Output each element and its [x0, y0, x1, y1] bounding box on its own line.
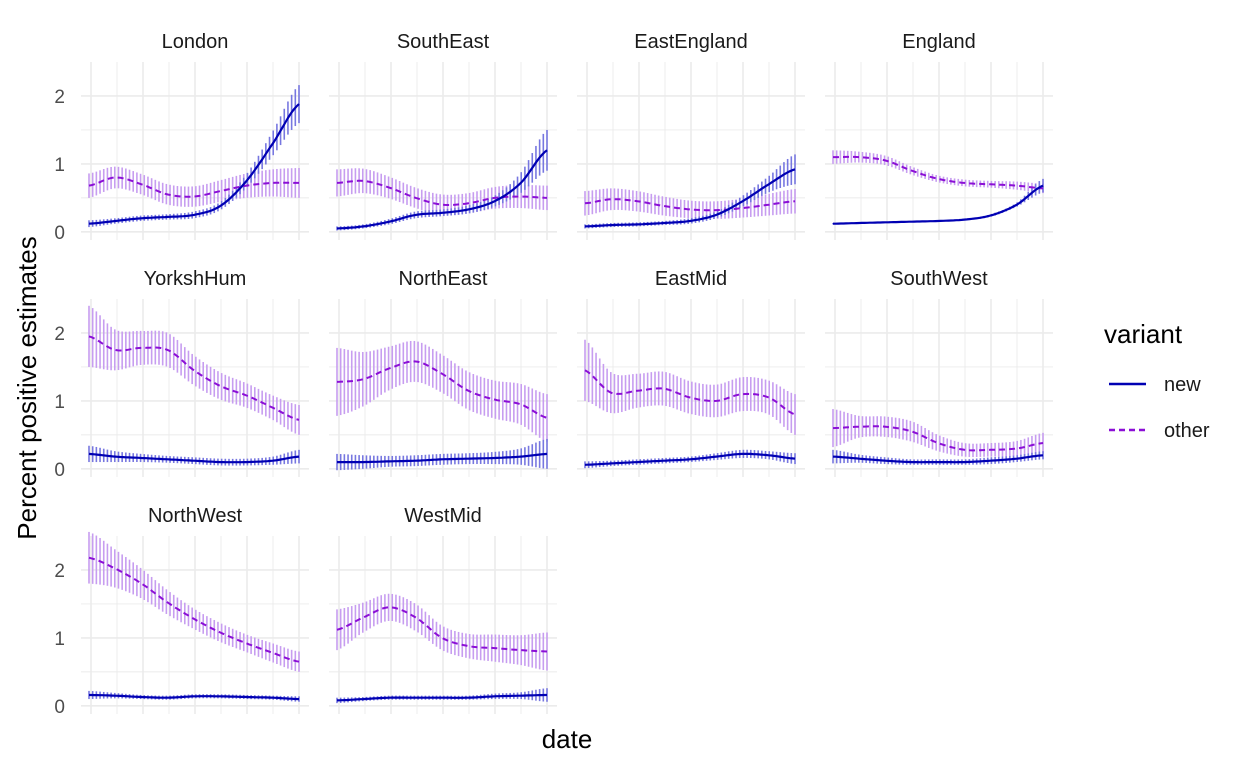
panel-title: EastMid — [655, 268, 727, 290]
y-tick-label: 2 — [54, 324, 65, 345]
panel-title: NorthWest — [148, 505, 243, 527]
panel-London: London 0 1 2 — [54, 31, 309, 244]
series-line-new — [337, 452, 548, 464]
y-tick-label: 2 — [54, 87, 65, 108]
series-line-new — [833, 184, 1044, 225]
panel-title: YorkshHum — [144, 268, 247, 290]
panel-title: SouthEast — [397, 31, 490, 53]
series-line-new — [832, 454, 1044, 464]
y-tick-label: 1 — [54, 629, 65, 650]
panel-SouthEast: SouthEast — [329, 31, 557, 240]
new-error-bars — [584, 154, 796, 229]
other-error-bars — [584, 339, 796, 435]
panel-NorthWest: NorthWest 0 1 2 — [54, 505, 309, 718]
panel-title: SouthWest — [890, 268, 988, 290]
y-tick-label: 0 — [54, 223, 65, 244]
series-line-new — [88, 103, 300, 225]
series-line-other — [88, 335, 300, 421]
panel-SouthWest: SouthWest — [825, 268, 1053, 477]
series-line-new — [336, 149, 548, 230]
series-line-new — [584, 168, 796, 228]
panel-NorthEast: NorthEast — [329, 268, 557, 477]
series-line-other — [584, 198, 796, 212]
panel-title: NorthEast — [399, 268, 488, 290]
y-tick-label: 2 — [54, 561, 65, 582]
y-axis-title: Percent positive estimates — [12, 236, 42, 539]
panel-EastEngland: EastEngland — [577, 31, 805, 240]
panel-WestMid: WestMid — [329, 505, 557, 714]
series-line-other — [336, 179, 548, 206]
new-error-bars — [88, 445, 300, 466]
series-line-other — [88, 556, 300, 663]
panel-EastMid: EastMid — [577, 268, 805, 477]
legend-title: variant — [1104, 319, 1183, 349]
y-tick-label: 0 — [54, 697, 65, 718]
other-error-bars — [336, 340, 548, 442]
legend-label-new: new — [1164, 374, 1201, 396]
other-error-bars — [88, 305, 300, 435]
panel-title: EastEngland — [634, 31, 747, 53]
series-line-new — [88, 452, 300, 464]
series-line-other — [88, 176, 299, 198]
series-line-other — [832, 425, 1044, 452]
panel-England: England — [825, 31, 1053, 240]
series-line-other — [584, 369, 796, 416]
panel-title: England — [902, 31, 975, 53]
y-tick-label: 0 — [54, 460, 65, 481]
series-line-other — [833, 155, 1044, 190]
chart-panels: London 0 1 2 SouthEast EastEngland England York… — [54, 31, 1053, 718]
panel-YorkshHum: YorkshHum 0 1 2 — [54, 268, 309, 481]
x-axis-title: date — [542, 724, 593, 754]
other-error-bars — [336, 168, 548, 216]
series-line-new — [89, 693, 300, 701]
new-error-bars — [336, 129, 548, 231]
legend-label-other: other — [1164, 420, 1210, 442]
series-line-other — [336, 360, 548, 419]
y-tick-label: 1 — [54, 392, 65, 413]
other-error-bars — [88, 166, 300, 207]
series-line-new — [336, 693, 547, 702]
series-line-new — [584, 452, 796, 466]
other-error-bars — [584, 188, 796, 219]
legend: variant new other — [1104, 319, 1210, 442]
series-line-other — [336, 606, 548, 653]
panel-title: London — [162, 31, 229, 53]
y-tick-label: 1 — [54, 155, 65, 176]
other-error-bars — [336, 593, 548, 671]
new-error-bars — [88, 85, 300, 228]
new-error-bars — [336, 438, 548, 471]
panel-title: WestMid — [404, 505, 481, 527]
